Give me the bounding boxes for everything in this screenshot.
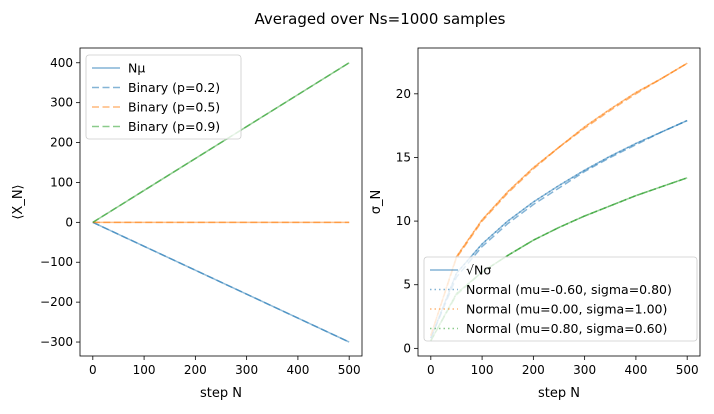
left-ticks: 0 100 200 300 400 500 −300 −200 −100 0 100 200 300 40… bbox=[40, 56, 361, 377]
right-ticks: 0 100 200 300 400 500 0 5 10 15 20 bbox=[396, 87, 699, 377]
left-xtick-label-1: 100 bbox=[133, 363, 156, 377]
left-axes-frame bbox=[79, 47, 363, 357]
right-series-line-0 bbox=[430, 119, 688, 339]
left-xtick-label-5: 500 bbox=[338, 363, 361, 377]
figure-title: Averaged over Ns=1000 samples bbox=[254, 10, 505, 28]
right-ytick-label-1: 5 bbox=[403, 278, 411, 292]
right-xtick-label-3: 300 bbox=[573, 363, 596, 377]
left-panel: 0 100 200 300 400 500 −300 −200 −100 0 100 200 300 40… bbox=[11, 47, 363, 401]
left-legend-label-1: Binary (p=0.2) bbox=[128, 80, 220, 95]
right-ytick-label-4: 20 bbox=[396, 87, 411, 101]
left-xtick-label-3: 300 bbox=[235, 363, 258, 377]
left-xtick-label-2: 200 bbox=[184, 363, 207, 377]
right-xtick-label-4: 400 bbox=[624, 363, 647, 377]
left-legend-label-2: Binary (p=0.5) bbox=[128, 100, 220, 115]
right-xtick-label-1: 100 bbox=[471, 363, 494, 377]
right-xtick-label-0: 0 bbox=[427, 363, 435, 377]
right-legend-label-3: Normal (mu=0.80, sigma=0.60) bbox=[466, 321, 667, 336]
left-series-line-0 bbox=[92, 221, 350, 343]
left-legend-label-3: Binary (p=0.9) bbox=[128, 119, 220, 134]
right-ytick-label-0: 0 bbox=[403, 341, 411, 355]
left-legend-label-0: Nμ bbox=[128, 61, 145, 76]
left-ytick-label-7: 400 bbox=[50, 56, 73, 70]
right-xtick-label-2: 200 bbox=[522, 363, 545, 377]
right-series-line-3 bbox=[430, 119, 688, 339]
right-ytick-label-2: 10 bbox=[396, 214, 411, 228]
left-ytick-label-5: 200 bbox=[50, 136, 73, 150]
right-axes-frame bbox=[417, 47, 701, 357]
right-legend-box bbox=[423, 256, 698, 342]
left-ytick-label-4: 100 bbox=[50, 175, 73, 189]
right-legend-label-2: Normal (mu=0.00, sigma=1.00) bbox=[466, 302, 667, 317]
left-ytick-label-2: −100 bbox=[40, 255, 73, 269]
left-ytick-label-1: −200 bbox=[40, 295, 73, 309]
left-ytick-label-0: −300 bbox=[40, 335, 73, 349]
left-legend: Nμ Binary (p=0.2) Binary (p=0.5) Binary (p=… bbox=[85, 54, 242, 140]
right-legend-label-1: Normal (mu=-0.60, sigma=0.80) bbox=[466, 282, 672, 297]
left-legend-box bbox=[85, 54, 242, 140]
right-legend: √Nσ Normal (mu=-0.60, sigma=0.80) Normal (… bbox=[423, 256, 698, 342]
right-xlabel: step N bbox=[538, 386, 580, 401]
right-panel: 0 100 200 300 400 500 0 5 10 15 20 step N σ_N √Nσ N… bbox=[369, 47, 701, 401]
left-ytick-label-6: 300 bbox=[50, 96, 73, 110]
right-ytick-label-3: 15 bbox=[396, 150, 411, 164]
right-ylabel: σ_N bbox=[369, 190, 384, 214]
left-xtick-label-4: 400 bbox=[286, 363, 309, 377]
right-series-line-2 bbox=[430, 177, 688, 342]
right-series-line-4 bbox=[430, 62, 688, 336]
left-ylabel: ⟨X_N⟩ bbox=[11, 184, 26, 219]
right-legend-label-0: √Nσ bbox=[466, 263, 491, 278]
left-xtick-label-0: 0 bbox=[89, 363, 97, 377]
left-series-lines bbox=[92, 62, 350, 343]
left-xlabel: step N bbox=[200, 386, 242, 401]
left-series-line-2 bbox=[92, 62, 350, 223]
left-ytick-label-3: 0 bbox=[65, 215, 73, 229]
right-xtick-label-5: 500 bbox=[676, 363, 699, 377]
